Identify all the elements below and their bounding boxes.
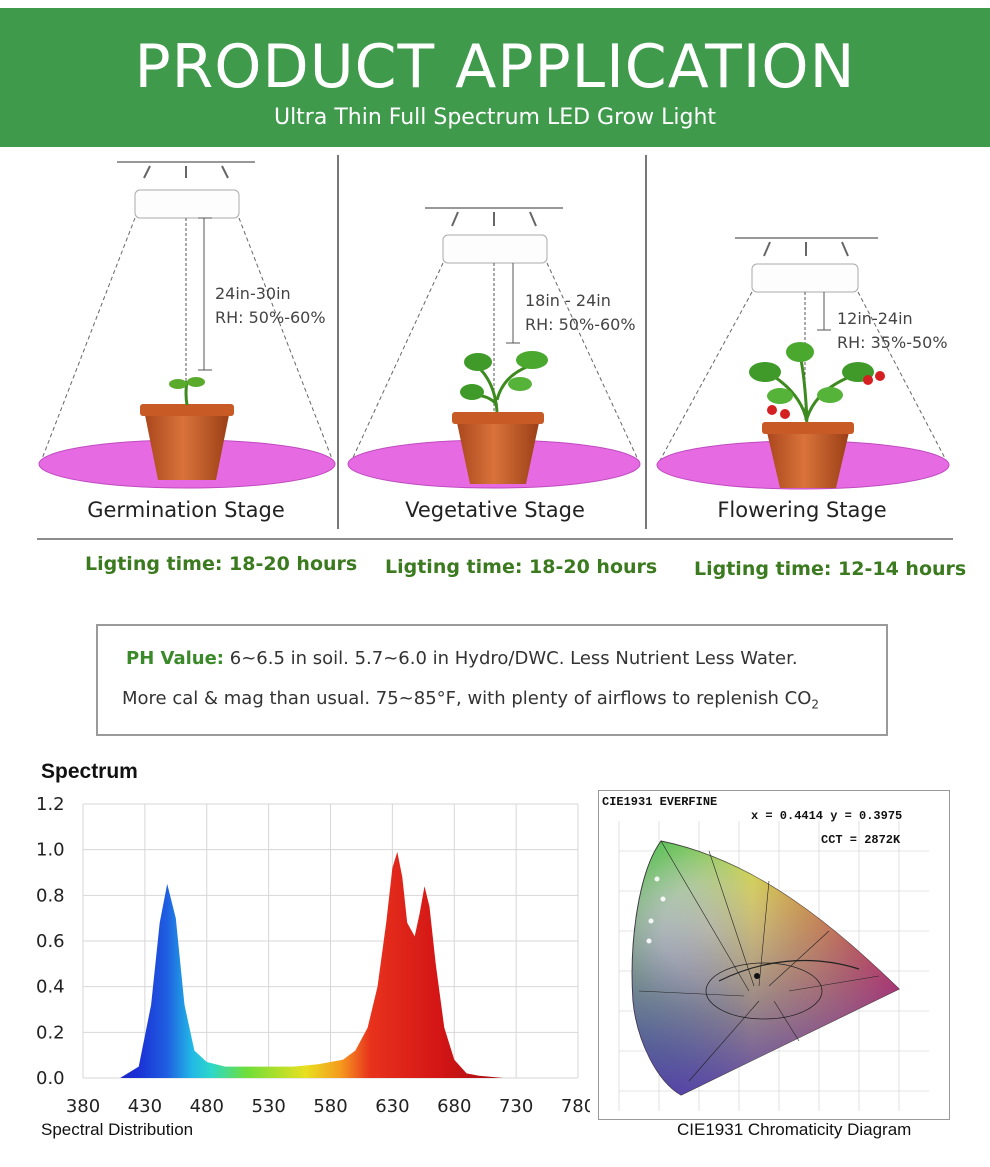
cie-diagram-caption: CIE1931 Chromaticity Diagram [677,1120,912,1139]
strawberry-icon [875,371,885,381]
x-tick-label: 530 [251,1096,285,1117]
spectral-distribution-caption: Spectral Distribution [41,1120,194,1139]
hanger-icon [451,211,537,227]
stage-3-conditions: 12in-24in RH: 35%-50% [837,307,948,355]
spectrum-heading: Spectrum [41,760,138,783]
flowering-stage-graphic [656,237,950,490]
stage-2-name: Vegetative Stage [405,498,585,522]
co2-subscript: 2 [811,697,820,712]
y-tick-label: 0.8 [36,885,65,906]
stage-1-humidity: RH: 50%-60% [215,308,326,327]
stage-1-distance: 24in-30in [215,284,291,303]
stage-2-conditions: 18in - 24in RH: 50%-60% [525,289,636,337]
header-banner: PRODUCT APPLICATION Ultra Thin Full Spec… [0,8,990,147]
stage-3-distance: 12in-24in [837,309,913,328]
page-subtitle: Ultra Thin Full Spectrum LED Grow Light [273,105,717,130]
cie-header: CIE1931 EVERFINE [602,795,718,809]
cie-diagram-graphic [618,821,929,1111]
strawberry-icon [780,409,790,419]
x-tick-label: 780 [561,1096,590,1117]
stage-1-conditions: 24in-30in RH: 50%-60% [215,282,326,330]
stage-divider [645,155,647,529]
planckian-locus [718,959,860,982]
y-tick-label: 1.2 [36,794,65,815]
flower-pot [456,418,540,484]
cie-cct: CCT = 2872K [821,833,901,847]
strawberry-icon [767,405,777,415]
ph-value-line: PH Value: 6~6.5 in soil. 5.7~6.0 in Hydr… [126,648,798,669]
x-tick-label: 730 [499,1096,533,1117]
stage-2-distance: 18in - 24in [525,291,611,310]
grow-light-panel [751,263,859,293]
stage-2-lighting-time: Ligting time: 18-20 hours [385,556,658,578]
cie-xy-coordinates: x = 0.4414 y = 0.3975 [751,809,903,823]
measured-point [754,973,760,979]
nutrient-line: More cal & mag than usual. 75~85°F, with… [122,688,819,712]
strawberry-icon [863,375,873,385]
hanger-icon [143,165,229,179]
page-title: PRODUCT APPLICATION [134,32,856,102]
ph-text: 6~6.5 in soil. 5.7~6.0 in Hydro/DWC. Les… [224,648,798,669]
hanger-icon [763,241,849,257]
x-tick-label: 380 [66,1096,100,1117]
germination-stage-graphic [38,161,336,489]
y-tick-label: 0.0 [36,1068,65,1089]
stage-3-humidity: RH: 35%-50% [837,333,948,352]
stage-3-lighting-time: Ligting time: 12-14 hours [694,558,967,580]
x-tick-label: 430 [128,1096,162,1117]
flower-pot [766,428,850,488]
y-tick-label: 0.2 [36,1022,65,1043]
y-tick-label: 0.6 [36,931,65,952]
vegetative-stage-graphic [347,207,641,489]
y-tick-label: 0.4 [36,977,65,998]
growing-conditions-box: PH Value: 6~6.5 in soil. 5.7~6.0 in Hydr… [96,624,888,736]
stage-2-humidity: RH: 50%-60% [525,315,636,334]
x-tick-label: 580 [313,1096,347,1117]
cie-chromaticity-diagram: CIE1931 EVERFINE x = 0.4414 y = 0.3975 C… [598,790,950,1120]
grow-light-panel [442,234,548,264]
grow-light-panel [134,189,240,219]
stage-divider [337,155,339,529]
ph-label: PH Value: [126,648,225,669]
stage-3-name: Flowering Stage [717,498,887,522]
y-tick-label: 1.0 [36,840,65,861]
nutrient-text: More cal & mag than usual. 75~85°F, with… [122,688,812,709]
x-tick-label: 630 [375,1096,409,1117]
x-tick-label: 680 [437,1096,471,1117]
growth-stages-illustration [38,161,950,490]
flower-pot [144,410,230,480]
stage-1-name: Germination Stage [87,498,285,522]
section-divider [37,538,953,540]
stage-1-lighting-time: Ligting time: 18-20 hours [85,553,358,575]
spectral-distribution-chart: 0.0 0.2 0.4 0.6 0.8 1.0 1.2 380 430 480 530 580 630… [36,794,590,1117]
x-tick-label: 480 [190,1096,224,1117]
